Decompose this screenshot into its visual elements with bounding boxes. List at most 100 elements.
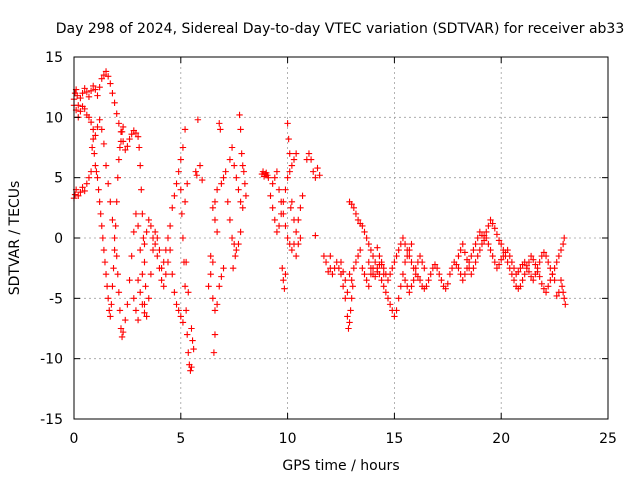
data-point	[137, 246, 144, 254]
data-point	[100, 140, 108, 148]
data-point	[116, 307, 124, 314]
data-point	[126, 277, 133, 284]
data-point	[96, 116, 103, 123]
data-point	[196, 162, 204, 169]
data-point	[345, 325, 352, 332]
data-point	[380, 264, 387, 272]
data-point	[71, 191, 79, 198]
data-point	[83, 88, 91, 96]
data-point	[346, 271, 353, 278]
data-point	[122, 316, 129, 324]
data-point	[391, 258, 398, 266]
data-point	[406, 289, 413, 296]
data-point	[468, 271, 475, 278]
data-point	[130, 295, 138, 302]
data-point	[395, 295, 402, 302]
data-point	[118, 333, 126, 341]
data-point	[555, 289, 563, 296]
data-point	[198, 176, 206, 184]
data-point	[156, 264, 163, 272]
x-tick-label: 5	[176, 431, 185, 447]
data-point	[369, 264, 377, 272]
data-point	[178, 210, 186, 218]
data-point	[145, 295, 152, 302]
data-point	[427, 271, 434, 278]
data-point	[542, 289, 550, 296]
data-point	[510, 277, 518, 284]
data-point	[292, 150, 300, 157]
data-point	[235, 186, 242, 193]
data-point	[181, 283, 189, 290]
data-point	[113, 110, 120, 117]
data-point	[209, 204, 217, 212]
data-point	[444, 280, 451, 288]
data-point	[237, 198, 244, 205]
data-point	[491, 225, 498, 232]
data-point	[79, 184, 86, 191]
data-point	[401, 277, 409, 284]
data-point	[320, 252, 328, 260]
data-point	[189, 337, 196, 344]
data-point	[92, 132, 99, 139]
data-point	[436, 271, 443, 278]
data-point	[177, 313, 184, 320]
data-point	[209, 295, 217, 302]
data-point	[112, 222, 119, 230]
data-point	[478, 240, 486, 248]
data-point	[158, 277, 165, 284]
data-point	[384, 295, 392, 302]
data-point	[382, 289, 390, 296]
data-point	[109, 90, 116, 97]
data-point	[134, 222, 142, 230]
data-point	[106, 307, 113, 314]
data-point	[292, 252, 300, 260]
y-tick-labels: -15 -10 -5 0 5 10 15	[40, 50, 63, 428]
data-point	[401, 240, 409, 248]
data-point	[239, 162, 246, 169]
data-point	[92, 162, 99, 169]
data-point	[124, 143, 131, 150]
data-point	[369, 252, 377, 260]
data-point	[87, 87, 95, 94]
data-point	[459, 277, 466, 284]
data-point	[279, 264, 286, 272]
data-point	[128, 131, 135, 138]
data-point	[216, 120, 223, 127]
data-point	[491, 258, 498, 266]
data-point	[192, 168, 199, 175]
data-point	[284, 174, 291, 181]
data-point	[173, 180, 180, 187]
data-point	[542, 252, 550, 260]
data-point	[290, 216, 298, 224]
data-point	[365, 258, 372, 266]
x-tick-labels: 0 5 10 15 20 25	[70, 431, 617, 447]
data-point	[181, 126, 189, 133]
data-point	[177, 156, 184, 163]
data-point	[207, 271, 214, 278]
data-point	[99, 234, 107, 242]
data-point	[442, 285, 449, 292]
data-point	[92, 86, 99, 93]
data-point	[487, 216, 494, 224]
data-point	[523, 262, 531, 269]
data-point	[448, 264, 456, 272]
data-point	[517, 264, 524, 272]
data-point	[561, 295, 568, 302]
data-point	[154, 252, 161, 260]
data-point	[241, 180, 249, 187]
axis-ticks	[73, 56, 609, 420]
data-point	[389, 264, 396, 272]
data-point	[228, 144, 236, 151]
data-point	[290, 156, 298, 163]
data-point	[544, 283, 552, 290]
data-point	[282, 186, 289, 193]
data-point	[142, 283, 149, 290]
data-point	[331, 264, 338, 272]
data-point	[461, 271, 469, 278]
data-point	[226, 216, 234, 224]
y-tick-label: -10	[40, 352, 63, 368]
data-point	[342, 277, 349, 284]
data-point	[280, 210, 287, 218]
data-point	[98, 75, 105, 82]
